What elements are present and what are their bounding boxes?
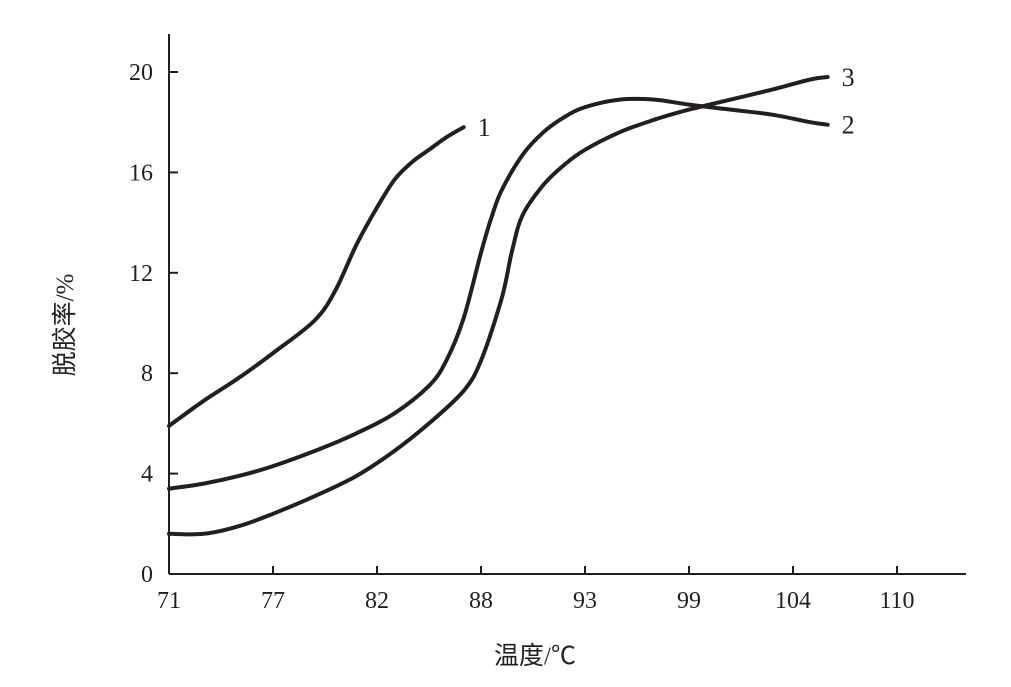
y-tick-label: 4 <box>141 462 153 488</box>
curves <box>167 75 830 537</box>
y-tick-label: 8 <box>141 361 153 387</box>
series-line-3 <box>167 75 830 537</box>
x-ticks: 71 77 82 88 93 99 104 110 <box>157 566 915 614</box>
y-axis-title: 脱胶率/% <box>51 274 79 377</box>
y-tick-label: 20 <box>129 60 153 86</box>
x-tick-label: 82 <box>365 588 389 614</box>
y-tick-label: 12 <box>129 261 153 287</box>
x-tick-label: 110 <box>879 588 914 614</box>
x-tick-label: 104 <box>775 588 811 614</box>
y-tick-label: 0 <box>141 562 153 588</box>
x-tick-label: 93 <box>573 588 597 614</box>
x-axis-title: 温度/℃ <box>494 642 576 670</box>
x-tick-label: 88 <box>469 588 493 614</box>
y-tick-label: 16 <box>129 160 153 186</box>
curve-labels: 1 2 3 <box>478 63 855 142</box>
y-ticks: 0 4 8 12 16 20 <box>129 60 178 588</box>
x-tick-label: 71 <box>157 588 181 614</box>
series-line-2 <box>167 96 830 491</box>
series-line-1 <box>167 125 466 428</box>
series-label-2: 2 <box>842 111 855 140</box>
x-tick-label: 77 <box>261 588 285 614</box>
series-label-3: 3 <box>842 63 855 92</box>
axes <box>168 34 966 575</box>
series-label-1: 1 <box>478 113 491 142</box>
x-tick-label: 99 <box>677 588 701 614</box>
